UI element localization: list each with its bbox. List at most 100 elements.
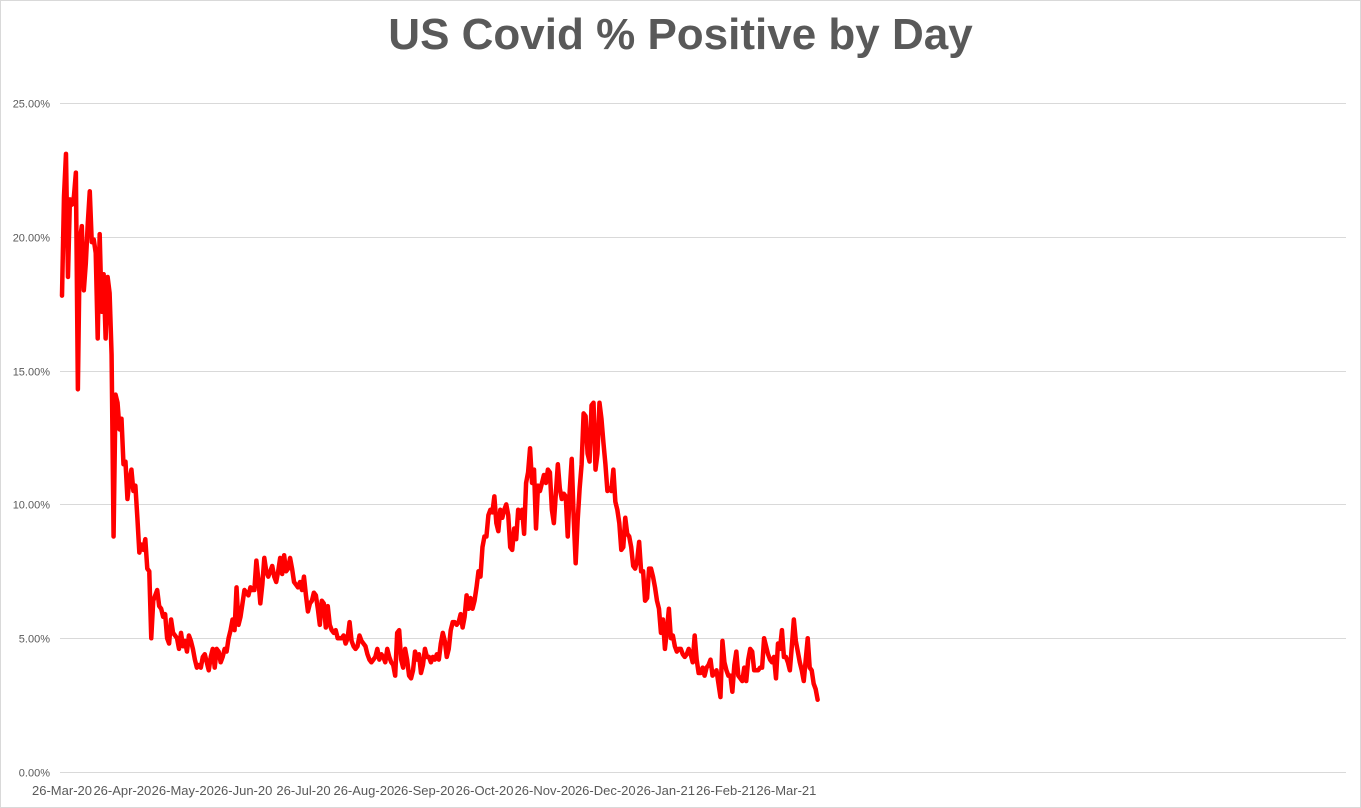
data-point bbox=[591, 405, 592, 406]
data-point bbox=[65, 153, 66, 154]
data-point bbox=[161, 608, 162, 609]
data-point bbox=[194, 659, 195, 660]
data-point bbox=[345, 643, 346, 644]
data-point bbox=[754, 670, 755, 671]
data-point bbox=[547, 469, 548, 470]
data-point bbox=[69, 199, 70, 200]
data-point bbox=[720, 696, 721, 697]
data-point bbox=[458, 622, 459, 623]
data-point bbox=[504, 509, 505, 510]
data-point bbox=[466, 595, 467, 596]
data-point bbox=[615, 501, 616, 502]
data-point bbox=[462, 627, 463, 628]
data-point bbox=[637, 560, 638, 561]
data-point bbox=[730, 675, 731, 676]
data-point bbox=[210, 656, 211, 657]
data-point bbox=[767, 654, 768, 655]
data-point bbox=[137, 517, 138, 518]
data-point bbox=[793, 619, 794, 620]
data-point bbox=[706, 667, 707, 668]
data-point bbox=[438, 659, 439, 660]
x-tick-label: 26-Jun-20 bbox=[214, 783, 273, 798]
data-point bbox=[198, 664, 199, 665]
data-point bbox=[123, 464, 124, 465]
data-point bbox=[313, 592, 314, 593]
data-point bbox=[410, 678, 411, 679]
data-point bbox=[567, 536, 568, 537]
data-point bbox=[563, 493, 564, 494]
data-point bbox=[133, 490, 134, 491]
data-point bbox=[75, 172, 76, 173]
data-point bbox=[180, 632, 181, 633]
data-point bbox=[781, 630, 782, 631]
data-point bbox=[490, 509, 491, 510]
data-point bbox=[726, 670, 727, 671]
data-point bbox=[762, 667, 763, 668]
data-point bbox=[67, 276, 68, 277]
data-point bbox=[524, 533, 525, 534]
data-point bbox=[383, 656, 384, 657]
data-point bbox=[200, 667, 201, 668]
data-point bbox=[448, 648, 449, 649]
data-point bbox=[347, 638, 348, 639]
data-point bbox=[512, 549, 513, 550]
data-point bbox=[127, 498, 128, 499]
data-point bbox=[434, 659, 435, 660]
data-point bbox=[81, 226, 82, 227]
data-point bbox=[698, 672, 699, 673]
data-point bbox=[769, 659, 770, 660]
data-point bbox=[744, 667, 745, 668]
data-point bbox=[817, 699, 818, 700]
data-point bbox=[486, 536, 487, 537]
data-point bbox=[748, 659, 749, 660]
data-point bbox=[668, 608, 669, 609]
data-point bbox=[527, 472, 528, 473]
data-point bbox=[742, 680, 743, 681]
data-point bbox=[115, 394, 116, 395]
series-layer bbox=[59, 151, 820, 702]
data-point bbox=[579, 488, 580, 489]
data-point bbox=[773, 656, 774, 657]
data-point bbox=[369, 659, 370, 660]
data-point bbox=[387, 648, 388, 649]
data-point bbox=[222, 656, 223, 657]
data-point bbox=[95, 252, 96, 253]
data-point bbox=[309, 603, 310, 604]
data-point bbox=[379, 659, 380, 660]
data-point bbox=[496, 523, 497, 524]
data-point bbox=[299, 581, 300, 582]
data-point bbox=[639, 541, 640, 542]
data-point bbox=[692, 662, 693, 663]
data-point bbox=[516, 539, 517, 540]
data-point bbox=[371, 662, 372, 663]
data-point bbox=[71, 204, 72, 205]
y-tick-label: 10.00% bbox=[13, 500, 51, 512]
data-point bbox=[242, 603, 243, 604]
x-tick-label: 26-May-20 bbox=[152, 783, 214, 798]
data-point bbox=[646, 597, 647, 598]
data-point bbox=[107, 276, 108, 277]
data-point bbox=[508, 515, 509, 516]
data-point bbox=[686, 654, 687, 655]
data-point bbox=[746, 680, 747, 681]
data-point bbox=[502, 517, 503, 518]
data-point bbox=[674, 646, 675, 647]
data-point bbox=[147, 568, 148, 569]
data-point bbox=[395, 675, 396, 676]
data-point bbox=[758, 670, 759, 671]
data-point bbox=[531, 482, 532, 483]
data-point bbox=[666, 630, 667, 631]
data-point bbox=[377, 648, 378, 649]
data-point bbox=[533, 469, 534, 470]
data-point bbox=[335, 630, 336, 631]
data-point bbox=[650, 568, 651, 569]
data-point bbox=[623, 547, 624, 548]
data-point bbox=[555, 493, 556, 494]
data-point bbox=[367, 654, 368, 655]
data-point bbox=[117, 402, 118, 403]
data-point bbox=[355, 648, 356, 649]
data-point bbox=[702, 667, 703, 668]
data-point bbox=[63, 196, 64, 197]
